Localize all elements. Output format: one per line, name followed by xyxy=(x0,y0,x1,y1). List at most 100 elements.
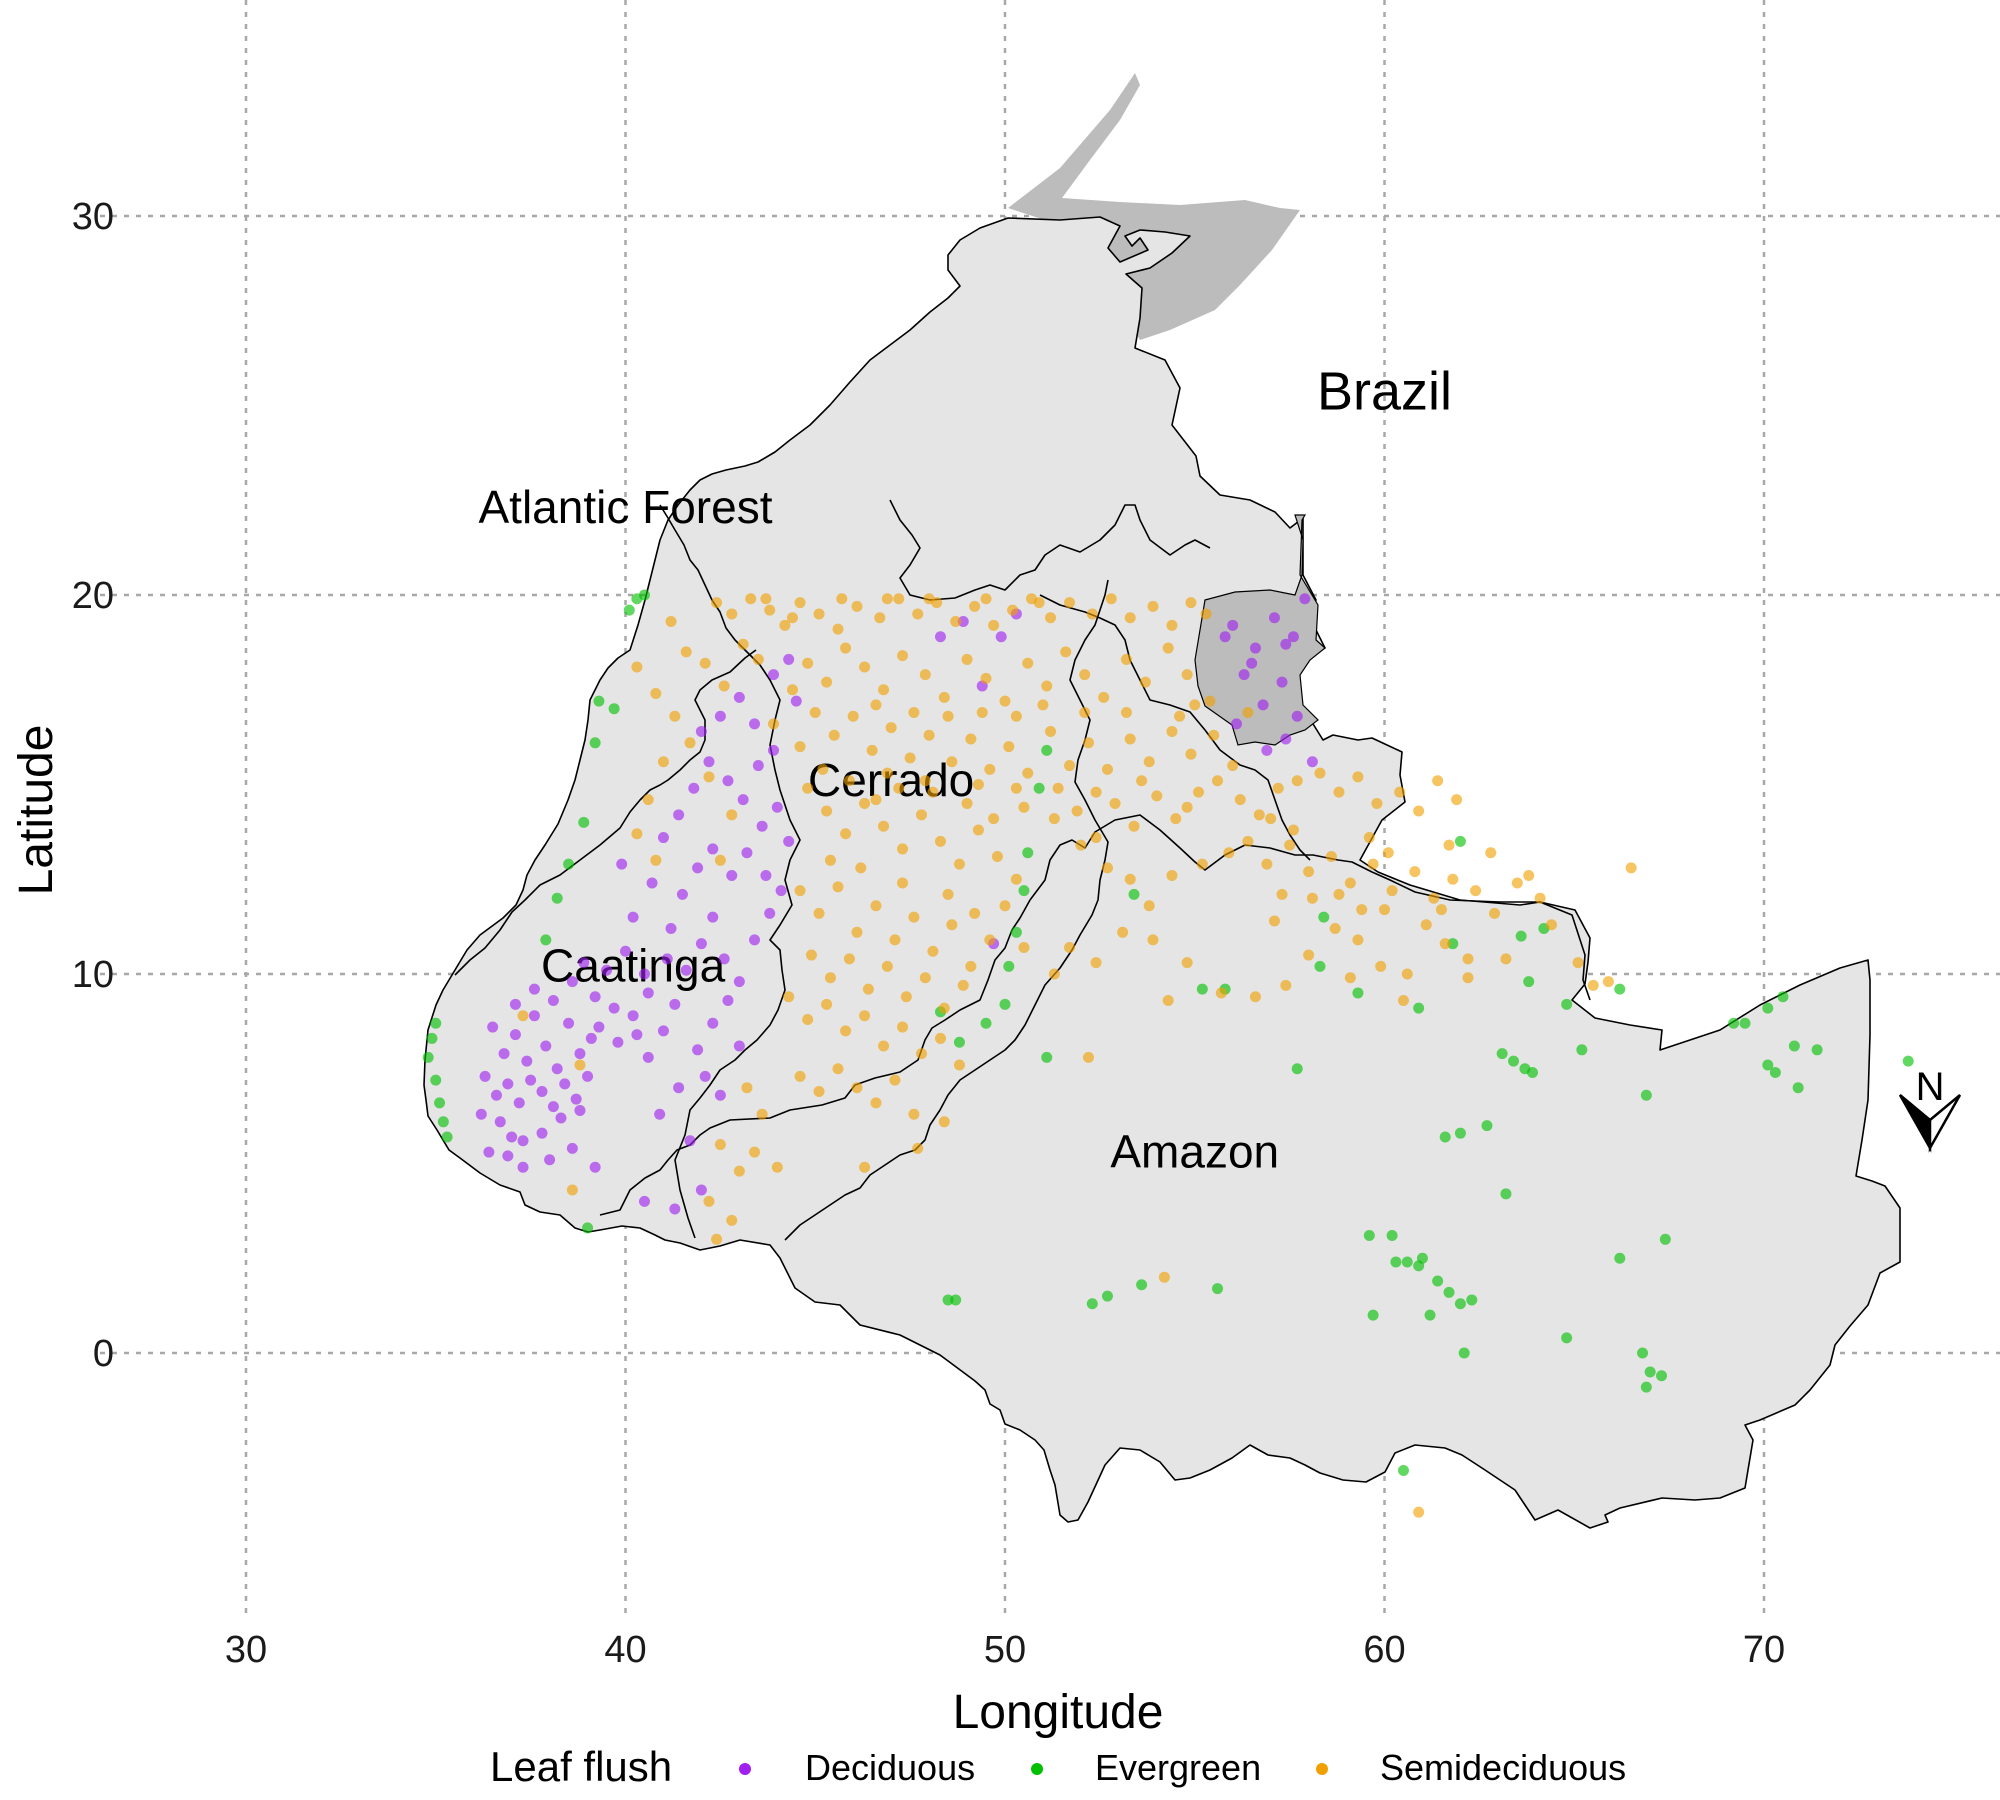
point-deciduous xyxy=(487,1021,499,1033)
point-deciduous xyxy=(585,1032,597,1044)
point-deciduous xyxy=(703,756,715,768)
point-semideciduous xyxy=(1272,782,1284,794)
point-deciduous xyxy=(563,1017,575,1029)
region-label-atlantic-forest: Atlantic Forest xyxy=(479,481,773,533)
point-semideciduous xyxy=(878,1040,890,1052)
point-evergreen xyxy=(1424,1309,1436,1321)
point-deciduous xyxy=(1227,619,1239,631)
point-evergreen xyxy=(1902,1055,1914,1067)
point-evergreen xyxy=(1363,1230,1375,1242)
point-deciduous xyxy=(665,923,677,935)
point-evergreen xyxy=(1561,998,1573,1010)
point-semideciduous xyxy=(840,1025,852,1037)
country-label: Brazil xyxy=(1317,361,1452,421)
point-deciduous xyxy=(574,1104,586,1116)
point-semideciduous xyxy=(741,1082,753,1094)
point-evergreen xyxy=(426,1032,438,1044)
point-evergreen xyxy=(1318,911,1330,923)
point-semideciduous xyxy=(1545,919,1557,931)
point-semideciduous xyxy=(783,991,795,1003)
point-deciduous xyxy=(722,995,734,1007)
point-evergreen xyxy=(1447,938,1459,950)
point-semideciduous xyxy=(965,960,977,972)
x-tick-label: 60 xyxy=(1363,1629,1405,1671)
point-deciduous xyxy=(718,953,730,965)
point-deciduous xyxy=(528,983,540,995)
point-evergreen xyxy=(434,1097,446,1109)
point-deciduous xyxy=(756,820,768,832)
point-deciduous xyxy=(578,957,590,969)
point-semideciduous xyxy=(1064,941,1076,953)
y-axis-title: Latitude xyxy=(10,725,63,896)
point-semideciduous xyxy=(953,858,965,870)
point-semideciduous xyxy=(821,676,833,688)
point-semideciduous xyxy=(703,1195,715,1207)
point-semideciduous xyxy=(1356,904,1368,916)
point-evergreen xyxy=(1728,1017,1740,1029)
point-semideciduous xyxy=(1064,760,1076,772)
point-deciduous xyxy=(540,1040,552,1052)
point-deciduous xyxy=(1287,631,1299,643)
point-deciduous xyxy=(612,1036,624,1048)
point-evergreen xyxy=(1454,1127,1466,1139)
point-deciduous xyxy=(646,877,658,889)
series-evergreen xyxy=(422,589,1914,1476)
point-evergreen xyxy=(1041,1051,1053,1063)
point-deciduous xyxy=(741,847,753,859)
point-semideciduous xyxy=(1234,794,1246,806)
point-semideciduous xyxy=(802,1013,814,1025)
point-evergreen xyxy=(1762,1002,1774,1014)
point-deciduous xyxy=(790,695,802,707)
point-semideciduous xyxy=(1352,771,1364,783)
point-evergreen xyxy=(1397,1464,1409,1476)
north-arrow-right-half xyxy=(1928,1094,1962,1153)
x-tick-label: 70 xyxy=(1743,1629,1785,1671)
point-evergreen xyxy=(1413,1260,1425,1272)
point-semideciduous xyxy=(1333,786,1345,798)
point-deciduous xyxy=(1238,669,1250,681)
point-semideciduous xyxy=(794,597,806,609)
point-evergreen xyxy=(1481,1120,1493,1132)
point-deciduous xyxy=(707,843,719,855)
point-deciduous xyxy=(733,1040,745,1052)
point-evergreen xyxy=(1439,1131,1451,1143)
point-semideciduous xyxy=(1382,847,1394,859)
point-deciduous xyxy=(657,1025,669,1037)
point-semideciduous xyxy=(1166,725,1178,737)
point-semideciduous xyxy=(1010,873,1022,885)
point-semideciduous xyxy=(1413,805,1425,817)
point-evergreen xyxy=(1777,991,1789,1003)
point-deciduous xyxy=(1268,612,1280,624)
point-deciduous xyxy=(582,1070,594,1082)
point-semideciduous xyxy=(847,710,859,722)
point-evergreen xyxy=(1523,976,1535,988)
point-semideciduous xyxy=(957,979,969,991)
point-semideciduous xyxy=(1208,729,1220,741)
point-semideciduous xyxy=(1018,801,1030,813)
point-semideciduous xyxy=(1420,919,1432,931)
point-semideciduous xyxy=(946,756,958,768)
point-semideciduous xyxy=(1181,957,1193,969)
point-deciduous xyxy=(589,991,601,1003)
point-semideciduous xyxy=(836,593,848,605)
y-tick-label: 30 xyxy=(72,196,114,238)
point-semideciduous xyxy=(1010,782,1022,794)
point-semideciduous xyxy=(684,737,696,749)
point-semideciduous xyxy=(1485,847,1497,859)
point-deciduous xyxy=(601,964,613,976)
point-deciduous xyxy=(506,1131,518,1143)
point-semideciduous xyxy=(859,1010,871,1022)
point-semideciduous xyxy=(1397,995,1409,1007)
point-semideciduous xyxy=(1147,934,1159,946)
point-semideciduous xyxy=(1185,597,1197,609)
point-deciduous xyxy=(642,1051,654,1063)
point-deciduous xyxy=(490,1089,502,1101)
point-deciduous xyxy=(768,744,780,756)
point-semideciduous xyxy=(809,706,821,718)
point-semideciduous xyxy=(1375,960,1387,972)
point-deciduous xyxy=(1280,733,1292,745)
point-semideciduous xyxy=(574,1059,586,1071)
point-semideciduous xyxy=(631,661,643,673)
point-deciduous xyxy=(589,1161,601,1173)
point-evergreen xyxy=(1033,782,1045,794)
